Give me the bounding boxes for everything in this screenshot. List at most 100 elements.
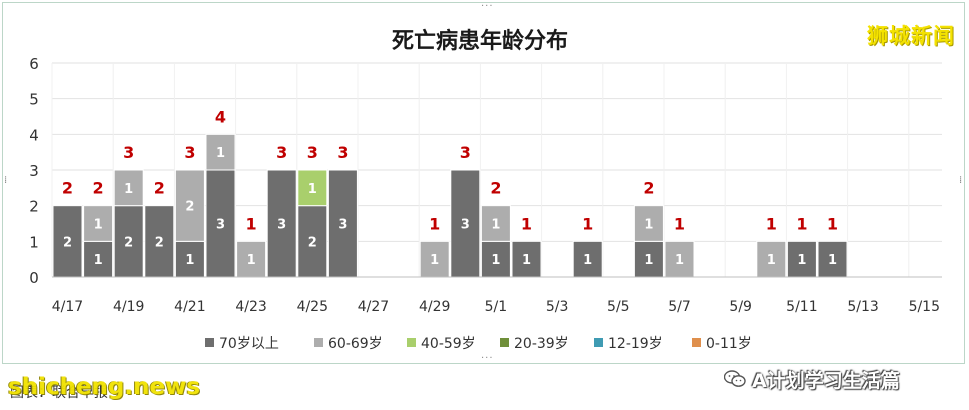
bar-segment [817, 240, 848, 278]
segment-value-label: 1 [767, 253, 776, 268]
segment-value-label: 1 [247, 253, 256, 268]
legend-label: 70岁以上 [219, 336, 279, 352]
bar-segment [419, 240, 450, 278]
resize-handle-top[interactable]: ··· [481, 1, 494, 12]
chart-frame: ⁞ ⁞ ··· ··· [2, 2, 965, 364]
segment-value-label: 1 [522, 253, 531, 268]
total-value-label: 1 [246, 214, 257, 233]
legend: 70岁以上 60-69岁 40-59岁 20-39岁 12-19岁 0-11岁 [205, 336, 752, 352]
total-value-label: 2 [643, 179, 654, 198]
bar-segment [83, 205, 114, 242]
x-tick-label: 5/3 [546, 299, 569, 315]
y-tick-label: 4 [29, 126, 39, 144]
segment-value-label: 1 [94, 253, 103, 268]
site-watermark: shicheng.news [8, 374, 201, 400]
y-tick-label: 5 [29, 91, 39, 109]
legend-label: 20-39岁 [514, 336, 569, 352]
legend-label: 60-69岁 [328, 336, 383, 352]
x-tick-label: 4/17 [52, 299, 83, 315]
total-value-label: 3 [307, 143, 318, 162]
x-tick-label: 4/19 [113, 299, 144, 315]
legend-swatch [594, 338, 603, 347]
x-tick-label: 5/9 [729, 299, 752, 315]
bar-segment [83, 240, 114, 278]
x-tick-label: 4/29 [419, 299, 450, 315]
segment-value-label: 3 [338, 218, 347, 233]
segment-value-label: 1 [583, 253, 592, 268]
segment-value-label: 1 [94, 218, 103, 233]
x-tick-label: 5/7 [668, 299, 691, 315]
total-value-label: 1 [429, 214, 440, 233]
segment-value-label: 2 [124, 235, 133, 250]
caption-strip: 图表：联合早报 shicheng.news A计划学习生活篇 [0, 366, 969, 410]
resize-handle-bottom[interactable]: ··· [481, 353, 494, 364]
segment-value-label: 2 [63, 235, 72, 250]
x-tick-label: 5/1 [485, 299, 508, 315]
total-value-label: 3 [460, 143, 471, 162]
total-value-label: 2 [93, 179, 104, 198]
caption-source: 图表：联合早报 [10, 385, 108, 401]
segment-value-label: 1 [124, 182, 133, 197]
y-tick-label: 1 [29, 233, 39, 251]
bar-segment [480, 240, 511, 278]
segment-value-label: 1 [675, 253, 684, 268]
brand-logo: 狮城新闻 [867, 24, 955, 48]
segment-value-label: 2 [308, 235, 317, 250]
resize-handle-left[interactable]: ⁞ [4, 175, 8, 186]
total-value-label: 2 [62, 179, 73, 198]
bar-segment [480, 205, 511, 242]
total-value-label: 1 [521, 214, 532, 233]
bar-segment [144, 205, 175, 278]
x-tick-label: 5/13 [847, 299, 878, 315]
legend-label: 40-59岁 [421, 336, 476, 352]
bar-segment [174, 169, 205, 242]
total-value-label: 3 [123, 143, 134, 162]
segment-value-label: 1 [308, 182, 317, 197]
total-value-label: 1 [766, 214, 777, 233]
y-tick-label: 2 [29, 198, 39, 216]
total-value-label: 2 [154, 179, 165, 198]
segment-value-label: 1 [644, 253, 653, 268]
segment-value-label: 1 [491, 253, 500, 268]
legend-swatch [692, 338, 701, 347]
x-tick-label: 4/25 [297, 299, 328, 315]
y-tick-label: 0 [29, 269, 39, 287]
total-value-label: 3 [184, 143, 195, 162]
total-value-label: 1 [582, 214, 593, 233]
bar-segment [633, 205, 664, 242]
segment-value-label: 3 [277, 218, 286, 233]
x-tick-label: 4/21 [174, 299, 205, 315]
total-value-label: 3 [276, 143, 287, 162]
bar-segment [266, 169, 297, 278]
wechat-icon [724, 370, 746, 387]
segment-value-label: 3 [216, 218, 225, 233]
x-tick-label: 5/15 [909, 299, 940, 315]
segment-value-label: 1 [185, 253, 194, 268]
segment-value-label: 1 [644, 218, 653, 233]
segment-value-label: 1 [797, 253, 806, 268]
bar-segment [113, 169, 144, 207]
bar-segment [450, 169, 481, 278]
segment-value-label: 3 [461, 218, 470, 233]
legend-swatch [500, 338, 509, 347]
segment-value-label: 1 [828, 253, 837, 268]
wechat-account-name: A计划学习生活篇 [752, 369, 900, 392]
legend-label: 0-11岁 [706, 336, 752, 352]
resize-handle-right[interactable]: ⁞ [959, 175, 963, 186]
total-value-label: 2 [490, 179, 501, 198]
x-tick-label: 4/23 [235, 299, 266, 315]
bar-segment [205, 169, 236, 278]
legend-swatch [407, 338, 416, 347]
bar-segment [205, 133, 236, 171]
total-value-label: 1 [674, 214, 685, 233]
chart-title: 死亡病患年龄分布 [392, 28, 568, 54]
segment-value-label: 2 [155, 235, 164, 250]
bar-segment [511, 240, 542, 278]
segment-value-label: 1 [216, 146, 225, 161]
total-value-label: 4 [215, 107, 226, 126]
y-tick-label: 3 [29, 162, 39, 180]
x-tick-label: 5/11 [786, 299, 817, 315]
legend-swatch [314, 338, 323, 347]
bar-segment [786, 240, 817, 278]
